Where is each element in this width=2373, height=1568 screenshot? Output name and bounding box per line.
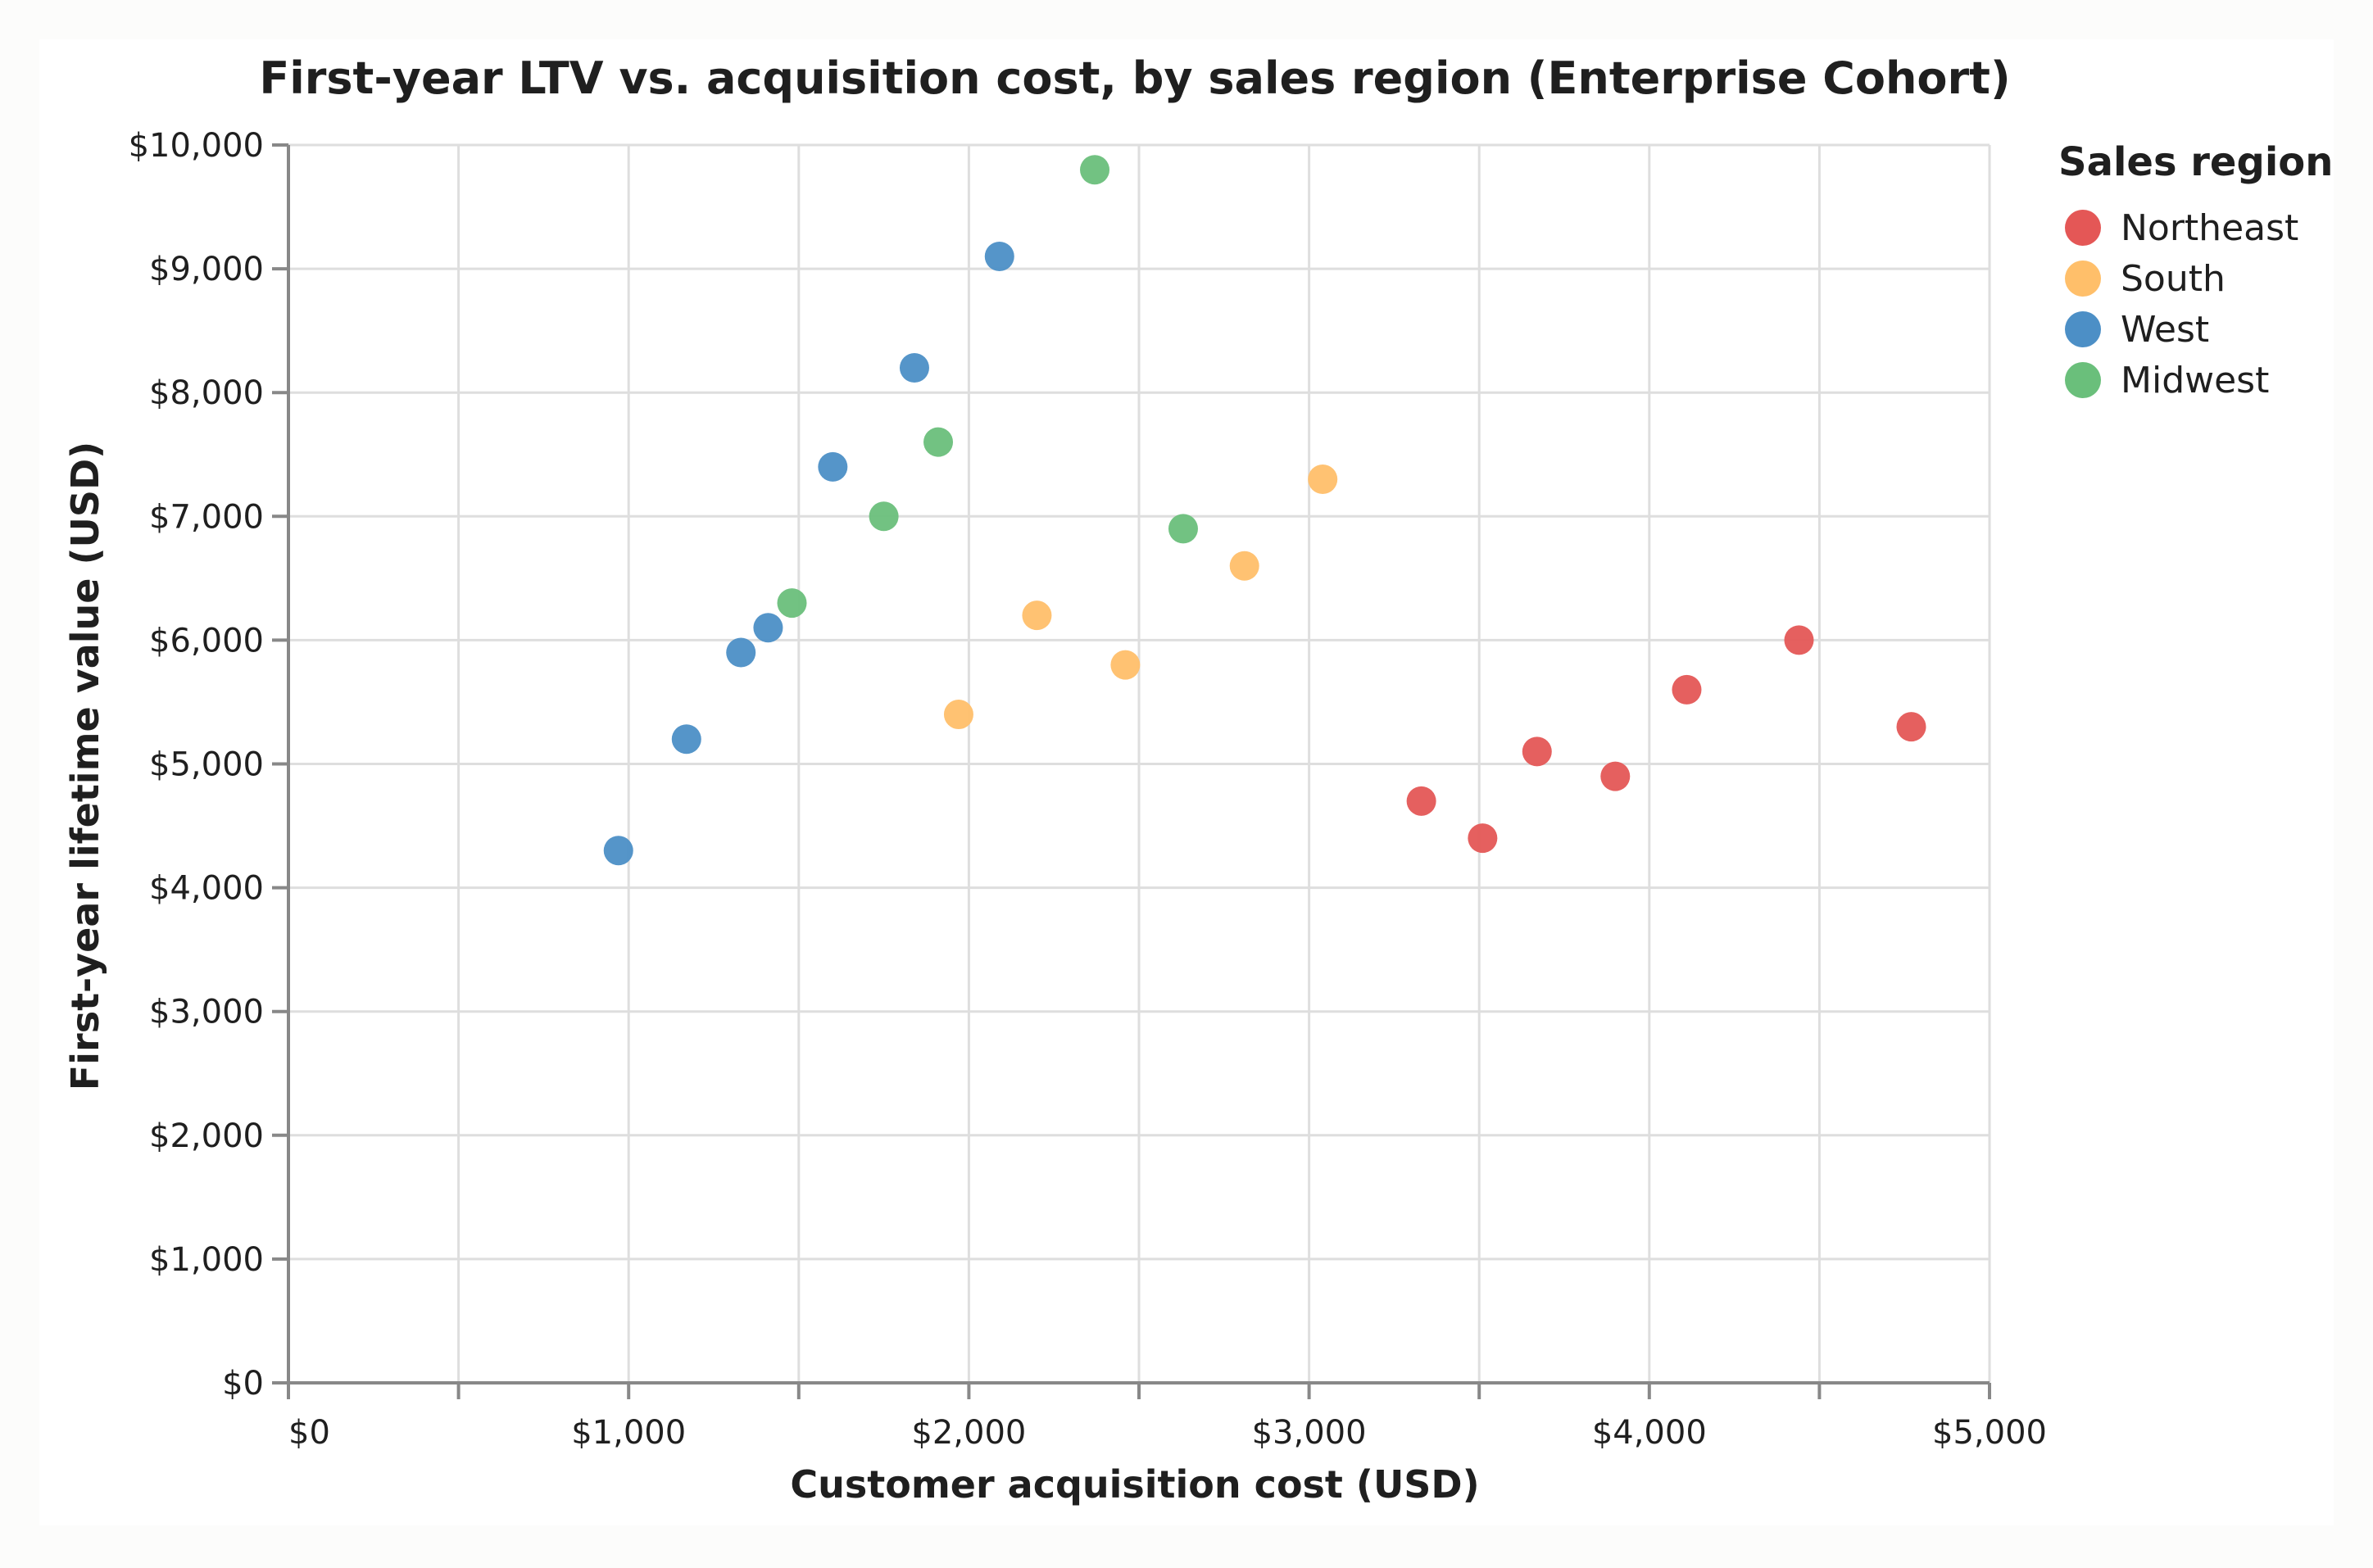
y-tick-label: $7,000	[149, 498, 264, 536]
y-axis-title: First-year lifetime value (USD)	[63, 442, 107, 1090]
x-axis-title: Customer acquisition cost (USD)	[790, 1462, 1479, 1507]
data-point-midwest[interactable]	[869, 501, 899, 532]
data-point-south[interactable]	[1110, 650, 1141, 680]
data-point-west[interactable]	[753, 613, 783, 643]
data-point-northeast[interactable]	[1896, 712, 1926, 742]
data-point-west[interactable]	[818, 451, 848, 482]
data-point-northeast[interactable]	[1600, 761, 1631, 791]
data-point-northeast[interactable]	[1406, 786, 1436, 816]
data-point-northeast[interactable]	[1784, 625, 1814, 655]
data-point-south[interactable]	[1022, 600, 1052, 631]
chart-title: First-year LTV vs. acquisition cost, by …	[259, 52, 2010, 104]
x-tick-label: $1,000	[571, 1414, 686, 1452]
data-point-midwest[interactable]	[923, 427, 954, 457]
data-point-midwest[interactable]	[1168, 514, 1198, 544]
legend: Sales region Northeast South West Midwest	[2058, 139, 2333, 401]
legend-swatch-west	[2065, 311, 2101, 347]
y-tick-label: $0	[222, 1365, 264, 1403]
data-point-northeast[interactable]	[1672, 674, 1702, 705]
chart-background	[39, 39, 2334, 1525]
x-tick-label: $4,000	[1592, 1414, 1707, 1452]
y-tick-label: $9,000	[149, 251, 264, 288]
legend-label-midwest: Midwest	[2121, 360, 2269, 401]
legend-title: Sales region	[2058, 139, 2333, 185]
y-tick-label: $2,000	[149, 1117, 264, 1155]
y-tick-label: $10,000	[129, 127, 264, 165]
data-point-west[interactable]	[726, 637, 756, 668]
point-layer	[603, 155, 1926, 866]
legend-swatch-northeast	[2065, 210, 2101, 246]
axis-layer: $0 $1,000 $2,000 $3,000 $4,000 $5,000 $0 $1,000…	[129, 127, 2047, 1452]
data-point-south[interactable]	[943, 700, 973, 730]
y-tick-label: $4,000	[149, 870, 264, 908]
legend-swatch-south	[2065, 261, 2101, 297]
y-tick-label: $8,000	[149, 374, 264, 412]
data-point-west[interactable]	[899, 352, 929, 383]
data-point-west[interactable]	[603, 836, 633, 866]
x-tick-label: $2,000	[911, 1414, 1026, 1452]
legend-swatch-midwest	[2065, 362, 2101, 398]
data-point-midwest[interactable]	[1080, 155, 1110, 185]
x-tick-label: $5,000	[1932, 1414, 2047, 1452]
data-point-midwest[interactable]	[777, 588, 807, 619]
legend-label-northeast: Northeast	[2121, 207, 2298, 249]
data-point-south[interactable]	[1308, 464, 1338, 494]
data-point-south[interactable]	[1229, 551, 1259, 581]
grid-layer	[287, 143, 1991, 1384]
data-point-northeast[interactable]	[1468, 823, 1498, 854]
data-point-west[interactable]	[984, 241, 1014, 271]
y-tick-label: $5,000	[149, 746, 264, 784]
y-tick-label: $3,000	[149, 994, 264, 1031]
legend-label-south: South	[2121, 258, 2226, 300]
legend-label-west: West	[2121, 309, 2209, 351]
y-tick-label: $1,000	[149, 1241, 264, 1279]
x-tick-label: $3,000	[1252, 1414, 1367, 1452]
data-point-northeast[interactable]	[1522, 736, 1552, 767]
y-tick-label: $6,000	[149, 622, 264, 659]
data-point-west[interactable]	[671, 724, 701, 755]
x-tick-label: $0	[288, 1414, 330, 1452]
